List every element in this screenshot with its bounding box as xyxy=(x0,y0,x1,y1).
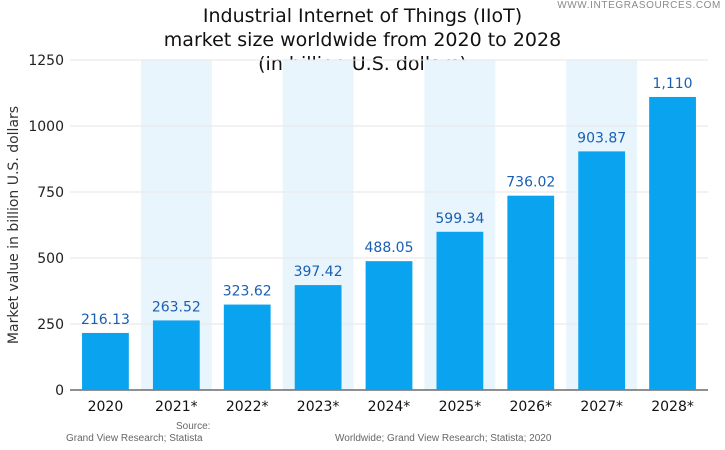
x-tick-label: 2024* xyxy=(368,399,411,415)
y-tick-label: 250 xyxy=(37,317,64,333)
x-tick-label: 2020 xyxy=(88,399,124,415)
x-tick-label: 2023* xyxy=(297,399,340,415)
x-tick-label: 2022* xyxy=(226,399,269,415)
y-tick-label: 1000 xyxy=(28,119,64,135)
source-label: Source: xyxy=(176,421,211,432)
data-label: 323.62 xyxy=(223,284,272,300)
bar xyxy=(294,285,342,390)
x-tick-label: 2021* xyxy=(155,399,198,415)
watermark: WWW.INTEGRASOURCES.COM xyxy=(557,0,721,11)
bar xyxy=(82,332,129,390)
bar xyxy=(223,304,271,390)
y-tick-label: 0 xyxy=(55,383,64,399)
bar xyxy=(152,320,200,390)
data-label: 903.87 xyxy=(577,130,626,146)
source-left: Grand View Research; Statista xyxy=(66,433,203,444)
data-label: 216.13 xyxy=(81,312,130,328)
data-label: 599.34 xyxy=(435,211,484,227)
chart-title-line-2: market size worldwide from 2020 to 2028 xyxy=(163,29,562,51)
bar xyxy=(436,231,484,390)
y-tick-label: 1250 xyxy=(28,53,64,69)
x-tick-label: 2028* xyxy=(651,399,694,415)
y-tick-label: 500 xyxy=(37,251,64,267)
x-tick-label: 2027* xyxy=(580,399,623,415)
bar xyxy=(578,151,626,390)
data-label: 736.02 xyxy=(506,175,555,191)
bar xyxy=(649,96,696,391)
chart-title-line-1: Industrial Internet of Things (IIoT) xyxy=(202,5,523,27)
data-label: 397.42 xyxy=(294,264,343,280)
data-label: 1,110 xyxy=(653,76,693,92)
source-right: Worldwide; Grand View Research; Statista… xyxy=(335,433,552,444)
bar xyxy=(507,195,555,390)
data-label: 488.05 xyxy=(365,240,414,256)
x-tick-label: 2026* xyxy=(509,399,552,415)
x-tick-label: 2025* xyxy=(439,399,482,415)
bar xyxy=(365,261,413,390)
data-label: 263.52 xyxy=(152,299,201,315)
y-axis-label: Market value in billion U.S. dollars xyxy=(6,106,22,344)
y-tick-label: 750 xyxy=(37,185,64,201)
